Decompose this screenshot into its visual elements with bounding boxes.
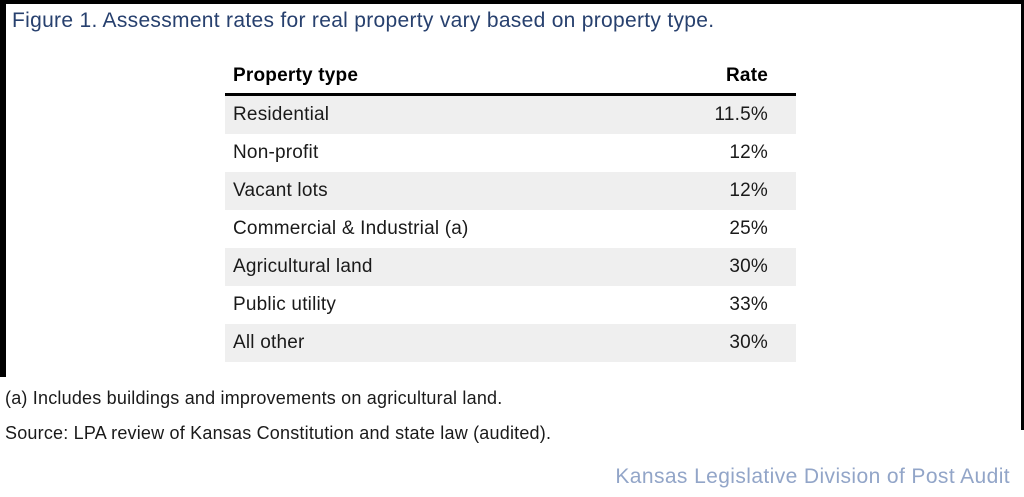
rate-cell: 11.5% — [714, 104, 768, 125]
property-type-cell: Residential — [233, 104, 330, 125]
table-header-row: Property type Rate — [225, 58, 796, 96]
rate-cell: 30% — [729, 332, 768, 353]
figure-border-left — [0, 0, 6, 377]
rate-cell: 25% — [729, 218, 768, 239]
property-type-cell: Non-profit — [233, 142, 319, 163]
table-row: Residential 11.5% — [225, 96, 796, 134]
rate-cell: 12% — [729, 142, 768, 163]
figure-title: Figure 1. Assessment rates for real prop… — [12, 9, 715, 32]
source-line: Source: LPA review of Kansas Constitutio… — [5, 423, 552, 443]
property-type-cell: Commercial & Industrial (a) — [233, 218, 469, 239]
figure-border-top — [0, 0, 1024, 4]
table-row: Non-profit 12% — [225, 134, 796, 172]
column-header-rate: Rate — [726, 64, 768, 86]
table-row: Agricultural land 30% — [225, 248, 796, 286]
table-row: All other 30% — [225, 324, 796, 362]
assessment-rates-table: Property type Rate Residential 11.5% Non… — [225, 58, 796, 362]
table-row: Vacant lots 12% — [225, 172, 796, 210]
property-type-cell: All other — [233, 332, 305, 353]
agency-attribution: Kansas Legislative Division of Post Audi… — [615, 465, 1010, 488]
table-body: Residential 11.5% Non-profit 12% Vacant … — [225, 96, 796, 362]
property-type-cell: Agricultural land — [233, 256, 373, 277]
rate-cell: 30% — [729, 256, 768, 277]
table-row: Commercial & Industrial (a) 25% — [225, 210, 796, 248]
rate-cell: 12% — [729, 180, 768, 201]
figure-border-right — [1021, 0, 1024, 430]
rate-cell: 33% — [729, 294, 768, 315]
property-type-cell: Vacant lots — [233, 180, 328, 201]
column-header-property-type: Property type — [233, 64, 359, 86]
property-type-cell: Public utility — [233, 294, 337, 315]
table-footnote: (a) Includes buildings and improvements … — [5, 388, 503, 408]
table-row: Public utility 33% — [225, 286, 796, 324]
